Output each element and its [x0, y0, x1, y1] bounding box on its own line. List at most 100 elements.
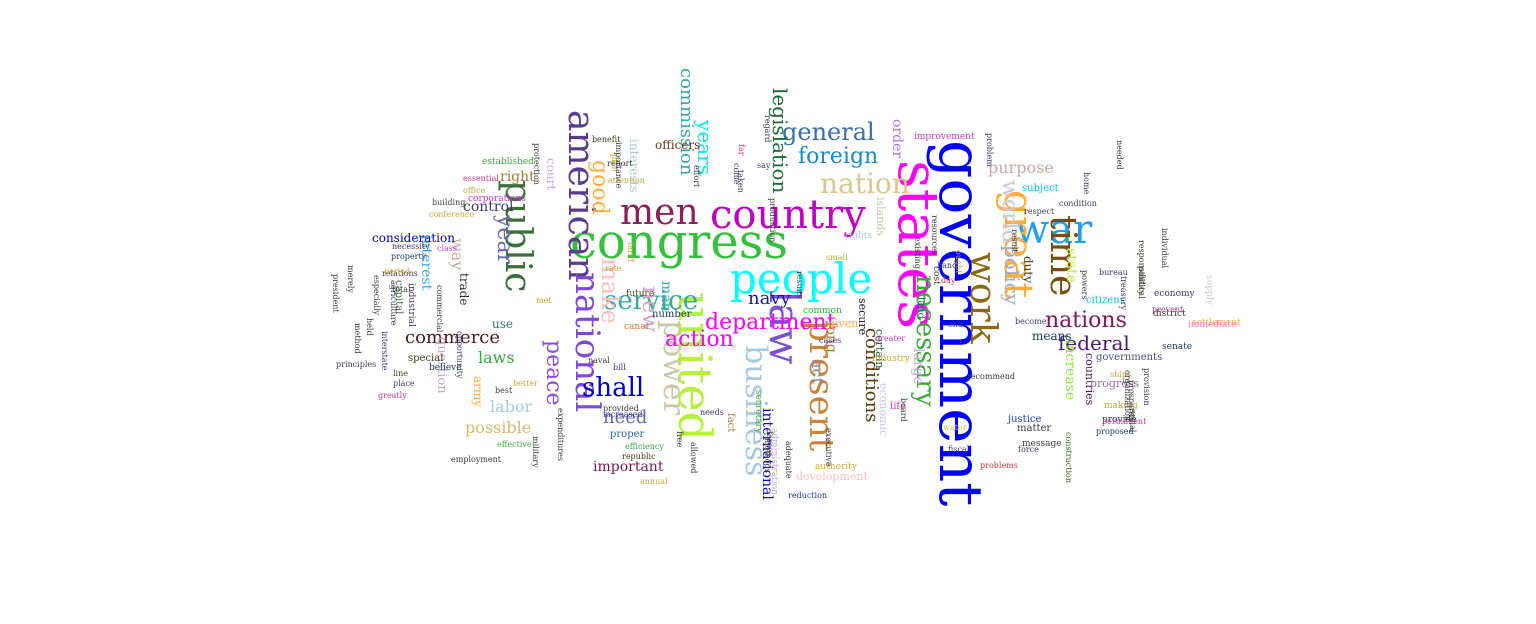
cloud-word: president	[331, 274, 340, 313]
cloud-word: military	[531, 436, 540, 468]
cloud-word: board	[899, 398, 908, 422]
cloud-word: country	[710, 192, 866, 238]
cloud-word: relations	[382, 269, 418, 278]
cloud-word: line	[393, 369, 409, 378]
cloud-word: commerce	[405, 327, 501, 348]
cloud-word: interstate	[380, 331, 389, 371]
cloud-word: land	[915, 297, 926, 320]
cloud-word: work	[962, 252, 1003, 344]
cloud-word: say	[757, 161, 771, 170]
cloud-word: secure	[856, 298, 869, 336]
cloud-word: foreign	[798, 144, 879, 169]
cloud-word: canal	[624, 322, 649, 332]
cloud-word: best	[495, 386, 513, 395]
cloud-word: department	[705, 310, 836, 335]
cloud-word: permanent	[1102, 417, 1147, 426]
cloud-word: small	[826, 253, 848, 262]
cloud-word: conference	[429, 210, 475, 219]
cloud-word: secretary	[753, 390, 763, 433]
cloud-word: navy	[748, 288, 791, 309]
cloud-word: reduction	[788, 491, 828, 500]
cloud-word: provision	[1142, 368, 1151, 406]
cloud-word: problems	[980, 461, 1018, 470]
cloud-word: progress	[1090, 377, 1140, 390]
cloud-word: benefit	[592, 135, 621, 144]
cloud-word: better	[513, 379, 538, 388]
cloud-word: allowed	[689, 442, 698, 474]
cloud-word: federal	[1058, 331, 1130, 355]
cloud-word: construction	[1064, 432, 1073, 483]
cloud-word: merely	[346, 265, 355, 293]
cloud-word: rate	[605, 264, 622, 273]
cloud-word: authority	[815, 462, 857, 472]
cloud-word: hand	[937, 261, 958, 270]
cloud-word: labor	[490, 397, 533, 416]
cloud-word: day	[941, 276, 956, 285]
cloud-word: agriculture	[389, 280, 398, 326]
cloud-word: improvement	[914, 132, 975, 142]
cloud-word: existing	[913, 237, 922, 269]
cloud-word: senate	[1162, 342, 1193, 352]
cloud-word: life	[890, 401, 907, 412]
cloud-word: act	[808, 359, 827, 384]
cloud-word: problem	[985, 133, 994, 167]
cloud-word: need	[603, 407, 648, 428]
cloud-word: increase	[1062, 340, 1078, 401]
cloud-word: laws	[478, 348, 515, 367]
cloud-word: naval	[588, 356, 610, 365]
cloud-word: commission	[676, 68, 697, 176]
cloud-word: employment	[451, 455, 502, 464]
cloud-word: justice	[1008, 414, 1042, 425]
cloud-word: given	[828, 317, 859, 330]
cloud-word: men	[620, 192, 699, 233]
cloud-word: tariff	[626, 242, 635, 263]
cloud-word: large	[910, 348, 926, 385]
cloud-word: especially	[372, 275, 381, 316]
cloud-word: cases	[819, 336, 842, 345]
cloud-word: rights	[845, 231, 872, 241]
cloud-word: greatly	[378, 391, 407, 400]
cloud-word: condition	[1059, 199, 1097, 208]
cloud-word: commercial	[435, 285, 444, 333]
cloud-word: efficiency	[625, 442, 664, 451]
cloud-word: nation	[820, 167, 910, 200]
cloud-word: water	[943, 423, 967, 432]
cloud-word: importance	[614, 142, 623, 189]
cloud-word: legislation	[768, 88, 792, 194]
cloud-word: effective	[497, 440, 532, 449]
cloud-word: place	[393, 379, 415, 388]
cloud-word: fiscal	[948, 445, 970, 454]
cloud-word: economy	[1154, 289, 1195, 299]
cloud-word: important	[593, 459, 664, 475]
cloud-word: treasury	[1119, 276, 1128, 311]
cloud-word: ships	[1110, 370, 1132, 379]
cloud-word: right	[500, 169, 535, 185]
cloud-word: means	[1032, 329, 1072, 343]
cloud-word: prevent	[1152, 305, 1184, 314]
cloud-word: good	[587, 160, 612, 215]
cloud-word: result	[1010, 229, 1019, 253]
cloud-word: officers	[655, 138, 701, 152]
cloud-word: attention	[608, 176, 645, 185]
cloud-word: believe	[429, 363, 462, 373]
cloud-word: fact	[725, 413, 736, 433]
cloud-word: policy	[1000, 245, 1024, 306]
cloud-word: executive	[824, 428, 833, 467]
cloud-word: met	[536, 296, 552, 305]
cloud-word: ought	[954, 250, 963, 274]
cloud-word: individual	[1160, 228, 1169, 269]
cloud-word: republic	[622, 452, 656, 461]
cloud-word: shall	[582, 373, 645, 403]
cloud-word: court	[544, 158, 558, 191]
cloud-word: powers	[1080, 270, 1089, 300]
cloud-word: taken	[736, 170, 745, 193]
cloud-word: method	[353, 323, 362, 354]
cloud-word: settlement	[1192, 318, 1241, 328]
cloud-word: provided	[603, 404, 639, 413]
cloud-word: bill	[613, 363, 626, 372]
cloud-word: service	[604, 286, 699, 316]
cloud-word: free	[675, 431, 684, 448]
cloud-word: army	[471, 376, 485, 408]
cloud-word: become	[1015, 317, 1047, 326]
